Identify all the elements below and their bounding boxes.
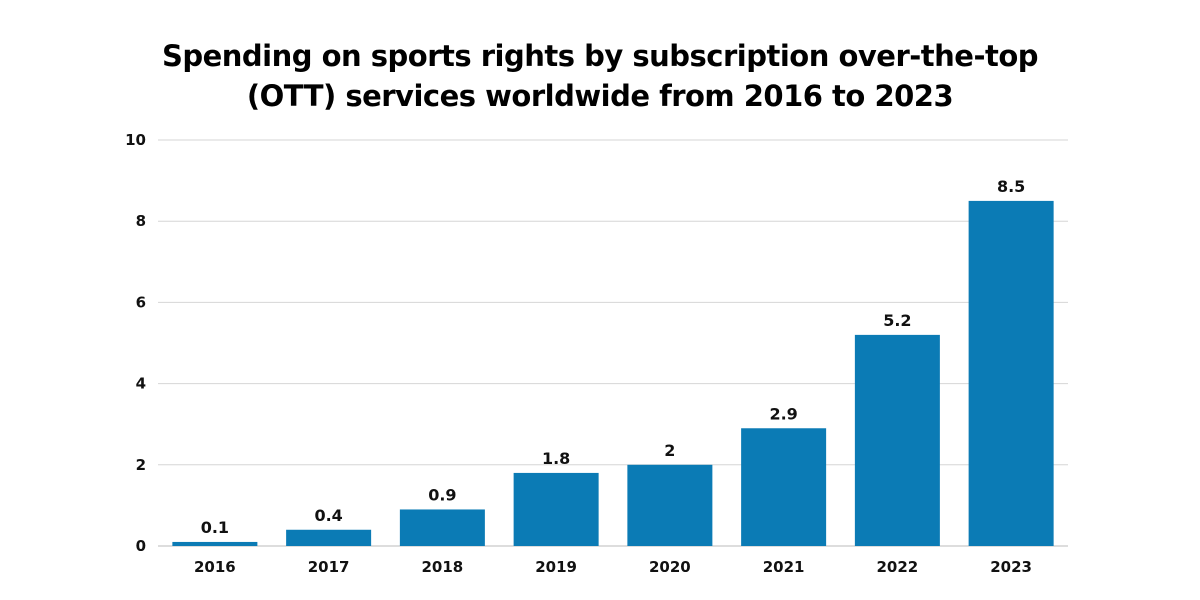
- x-tick-label: 2022: [877, 558, 919, 576]
- data-label: 0.9: [428, 485, 456, 504]
- bar: [741, 428, 827, 546]
- y-tick-label: 10: [125, 131, 146, 149]
- y-tick-label: 8: [136, 212, 146, 230]
- bar: [968, 200, 1054, 546]
- y-tick-label: 2: [136, 456, 146, 474]
- y-tick-label: 6: [136, 293, 146, 311]
- x-tick-label: 2016: [194, 558, 236, 576]
- bar: [399, 509, 485, 546]
- bar: [854, 334, 940, 546]
- chart-title-line-1: Spending on sports rights by subscriptio…: [161, 39, 1039, 73]
- x-tick-label: 2021: [763, 558, 805, 576]
- x-tick-label: 2019: [535, 558, 577, 576]
- data-label: 2.9: [769, 404, 797, 423]
- x-tick-label: 2020: [649, 558, 691, 576]
- data-label: 2: [664, 441, 675, 460]
- data-label: 0.1: [201, 518, 229, 537]
- data-label: 8.5: [997, 177, 1025, 196]
- bar: [513, 472, 599, 546]
- chart-title-line-2: (OTT) services worldwide from 2016 to 20…: [246, 79, 954, 113]
- bar: [172, 541, 258, 546]
- bar: [286, 529, 372, 546]
- data-label: 0.4: [314, 506, 342, 525]
- x-tick-label: 2023: [990, 558, 1032, 576]
- chart-title: Spending on sports rights by subscriptio…: [0, 36, 1200, 116]
- x-tick-label: 2017: [308, 558, 350, 576]
- x-tick-label: 2018: [422, 558, 464, 576]
- y-tick-label: 4: [136, 375, 146, 393]
- data-label: 1.8: [542, 449, 570, 468]
- bar: [627, 464, 713, 546]
- data-label: 5.2: [883, 311, 911, 330]
- y-tick-label: 0: [136, 537, 146, 555]
